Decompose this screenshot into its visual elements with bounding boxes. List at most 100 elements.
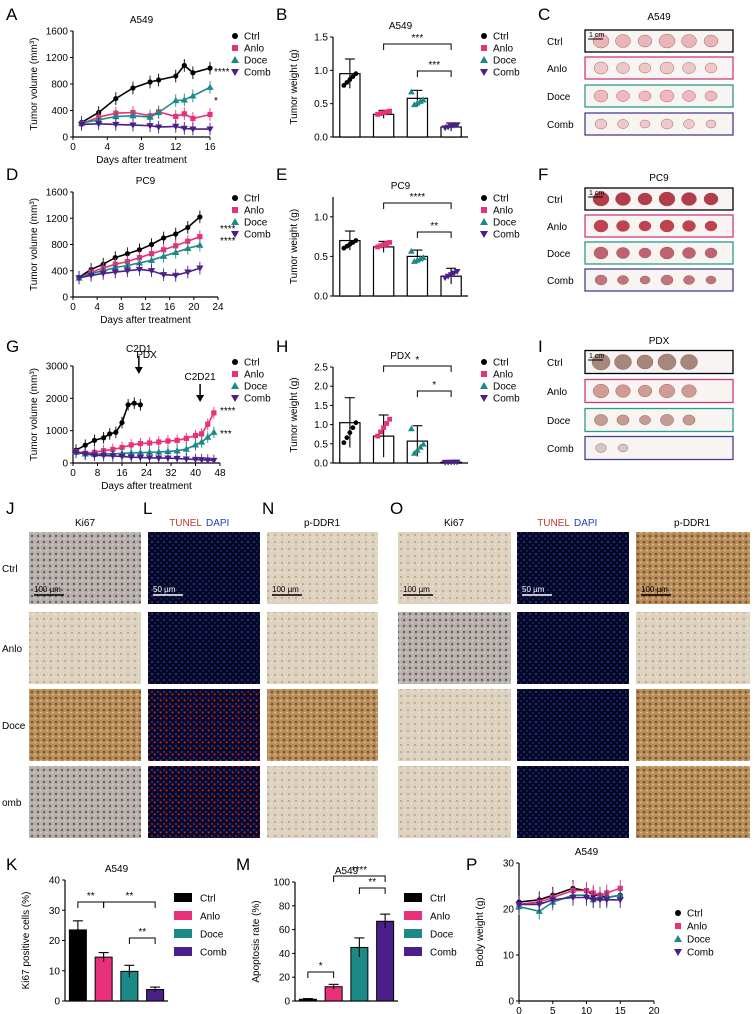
line-chart-G: 0 1000 2000 3000 0 8 16 24 32 40 48 PDX Tumor volume…	[29, 344, 271, 492]
micrograph-image	[398, 689, 511, 761]
data-point	[87, 272, 95, 279]
data-point	[173, 113, 179, 120]
micrograph-image	[636, 612, 750, 684]
data-point	[675, 910, 681, 916]
row-label: Ctrl	[547, 195, 563, 206]
event-label: C2D1	[126, 344, 152, 355]
micrograph-image	[29, 612, 141, 684]
data-point	[387, 108, 393, 114]
x-axis-label: Days after treatment	[101, 481, 192, 492]
data-point	[113, 429, 119, 435]
data-point	[130, 85, 136, 91]
panel-letter: K	[6, 855, 18, 874]
data-point	[413, 446, 421, 453]
data-point	[189, 126, 197, 133]
data-point	[111, 269, 119, 276]
data-point	[183, 435, 189, 442]
data-point	[206, 83, 214, 90]
data-point	[419, 96, 427, 103]
legend-label: Anlo	[493, 206, 513, 217]
data-point	[172, 96, 180, 104]
row-label: Ctrl	[547, 358, 563, 369]
legend-label: Ctrl	[244, 358, 260, 369]
significance-bracket	[358, 887, 386, 894]
data-point	[180, 125, 188, 132]
row-label: Comb	[547, 444, 574, 455]
data-point	[381, 242, 387, 248]
legend-label: Ctrl	[493, 32, 509, 43]
photo-row-frame	[584, 407, 734, 433]
y-tick-label: 2.5	[314, 363, 328, 374]
data-point	[181, 62, 187, 69]
tumor-specimen	[659, 61, 675, 75]
micrograph-column-5: 100 µm	[636, 532, 750, 838]
legend-label: Ctrl	[244, 32, 260, 43]
legend-swatch	[174, 947, 192, 956]
chart-title: PC9	[391, 181, 411, 192]
legend-label: Comb	[430, 948, 457, 959]
data-point	[137, 402, 143, 408]
legend-swatch	[174, 911, 192, 920]
significance-label: **	[138, 927, 146, 938]
data-point	[128, 442, 134, 448]
significance-label: ****	[214, 67, 230, 78]
data-point	[674, 949, 682, 956]
panel-letter: L	[143, 499, 152, 518]
data-point	[407, 425, 415, 432]
micrograph-image	[398, 612, 511, 684]
data-point	[107, 431, 113, 437]
data-point	[172, 248, 180, 255]
legend-label: Doce	[493, 218, 517, 229]
panel-letter: A	[6, 5, 18, 24]
significance-label: **	[430, 221, 438, 232]
data-point	[182, 445, 190, 452]
data-point	[375, 111, 381, 117]
data-point	[198, 438, 206, 445]
tumor-specimen	[681, 192, 697, 206]
micrograph-image	[29, 766, 141, 838]
x-tick-label: 20	[648, 1006, 660, 1014]
data-point	[231, 382, 239, 389]
y-tick-label: 60	[279, 925, 291, 936]
data-point	[375, 244, 381, 250]
data-point	[155, 448, 163, 455]
data-point	[136, 454, 144, 462]
panel-letter: C	[538, 5, 550, 24]
tumor-specimen	[681, 384, 697, 398]
data-point	[135, 266, 144, 274]
scale-bar-label: 100 µm	[641, 585, 668, 594]
significance-label: *	[415, 355, 419, 366]
data-point	[189, 92, 197, 99]
legend-swatch	[404, 929, 422, 938]
data-point	[146, 113, 154, 120]
data-point	[199, 431, 205, 437]
panel-letter: P	[466, 855, 477, 874]
data-point	[210, 457, 218, 465]
data-point	[480, 382, 488, 389]
panel-letter: H	[276, 337, 288, 356]
event-arrowhead	[134, 367, 143, 374]
y-axis-label: Tumor weight (g)	[289, 49, 300, 124]
legend-label: Anlo	[200, 912, 220, 923]
tumor-specimen	[591, 353, 611, 371]
photo-row-frame	[584, 268, 734, 292]
significance-bracket	[333, 875, 386, 882]
legend-label: Doce	[687, 935, 711, 946]
data-point	[148, 241, 155, 248]
data-point	[109, 453, 117, 460]
data-point	[378, 429, 384, 435]
tumor-specimen	[704, 247, 718, 259]
tumor-specimen	[616, 247, 630, 259]
data-point	[416, 443, 424, 450]
data-point	[480, 395, 488, 402]
micrograph-image	[148, 612, 260, 684]
y-tick-label: 0	[54, 997, 60, 1008]
data-point	[181, 111, 187, 117]
data-point	[95, 121, 103, 128]
tumor-specimen	[704, 220, 718, 232]
data-point	[210, 428, 218, 435]
y-tick-label: 0.0	[314, 292, 328, 303]
